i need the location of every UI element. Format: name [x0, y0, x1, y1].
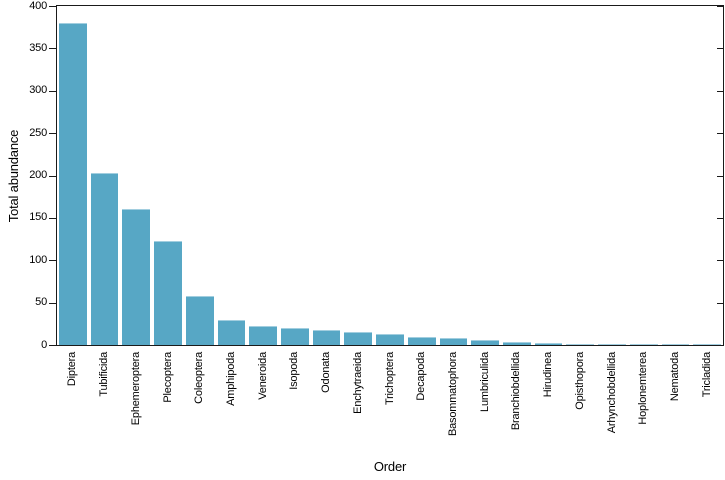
- x-axis-tick-label: Decapoda: [415, 352, 428, 401]
- bar-hirudinea: [534, 343, 563, 345]
- x-axis-tick-label: Amphipoda: [224, 352, 237, 406]
- bar-ephemeroptera: [122, 209, 151, 345]
- bar-isopoda: [281, 328, 309, 345]
- x-axis-tick-label: Branchiobdellida: [510, 352, 523, 431]
- x-axis-tick-label: Veneroida: [256, 352, 269, 400]
- y-axis-tick-label: 350: [29, 42, 47, 54]
- x-axis-tick-label: Tricladida: [700, 352, 713, 398]
- bar-nematoda: [661, 344, 690, 345]
- y-axis-tick-left: [49, 48, 56, 49]
- bar-hoplonemterea: [629, 344, 658, 345]
- y-axis-tick-label: 50: [35, 296, 47, 308]
- bar-coleoptera: [185, 296, 214, 345]
- x-axis-tick-label: Hirudinea: [542, 352, 555, 398]
- y-axis-tick-right: [717, 345, 723, 346]
- bar-odonata: [312, 330, 341, 345]
- y-axis-tick-right: [717, 218, 723, 219]
- y-axis-tick-right: [717, 133, 723, 134]
- bar-enchytraeida: [344, 332, 373, 345]
- x-axis-tick-label: Isopoda: [288, 352, 301, 390]
- y-axis-tick-right: [717, 91, 723, 92]
- y-axis-tick-left: [49, 303, 56, 304]
- y-axis-tick-left: [49, 6, 56, 7]
- y-axis-tick-right: [717, 176, 723, 177]
- bar-branchiobdellida: [503, 342, 531, 345]
- y-axis-tick-label: 300: [29, 84, 47, 96]
- bar-opisthopora: [566, 344, 595, 345]
- bar-lumbriculida: [471, 340, 500, 345]
- y-axis-tick-left: [49, 133, 56, 134]
- x-axis-tick-label: Opisthopora: [573, 352, 586, 410]
- x-axis-tick-label: Plecoptera: [161, 352, 174, 403]
- y-axis-tick-left: [49, 218, 56, 219]
- bar-amphipoda: [217, 320, 246, 345]
- y-axis-tick-label: 200: [29, 169, 47, 181]
- y-axis-tick-label: 150: [29, 211, 47, 223]
- bar-tricladida: [693, 344, 722, 345]
- x-axis-title: Order: [373, 459, 407, 474]
- bar-veneroida: [249, 326, 278, 345]
- y-axis-tick-left: [49, 345, 56, 346]
- y-axis-tick-label: 400: [29, 0, 47, 12]
- y-axis-tick-left: [49, 176, 56, 177]
- y-axis-tick-right: [717, 6, 723, 7]
- x-axis-tick-label: Ephemeroptera: [129, 352, 142, 426]
- y-axis-tick-left: [49, 91, 56, 92]
- y-axis-tick-label: 0: [41, 339, 47, 351]
- x-axis-tick-label: Hoplonemterea: [637, 352, 650, 425]
- x-axis-tick-label: Trichoptera: [383, 352, 396, 406]
- bar-plecoptera: [154, 241, 182, 345]
- y-axis-tick-left: [49, 260, 56, 261]
- y-axis-tick-right: [717, 260, 723, 261]
- x-axis-tick-label: Lumbriculida: [478, 352, 491, 412]
- x-axis-tick-label: Tubificida: [98, 352, 111, 397]
- y-axis-tick-right: [717, 303, 723, 304]
- x-axis-tick-label: Enchytraeida: [351, 352, 364, 414]
- bar-tubificida: [90, 173, 119, 345]
- y-axis-tick-label: 100: [29, 254, 47, 266]
- bar-trichoptera: [376, 334, 404, 345]
- x-axis-tick-label: Odonata: [320, 352, 333, 393]
- y-axis-tick-label: 250: [29, 127, 47, 139]
- y-axis-tick-right: [717, 48, 723, 49]
- y-axis-title: Total abundance: [6, 129, 21, 222]
- bar-decapoda: [407, 337, 436, 345]
- x-axis-tick-label: Coleoptera: [193, 352, 206, 404]
- bar-arhynchobdellida: [598, 344, 626, 345]
- x-axis-tick-label: Nematoda: [668, 352, 681, 402]
- bar-diptera: [59, 23, 87, 345]
- x-axis-tick-label: Basommatophora: [446, 352, 459, 437]
- x-axis-tick-label: Diptera: [66, 352, 79, 387]
- bar-basommatophora: [439, 338, 468, 345]
- x-axis-tick-label: Arhynchobdellida: [605, 352, 618, 434]
